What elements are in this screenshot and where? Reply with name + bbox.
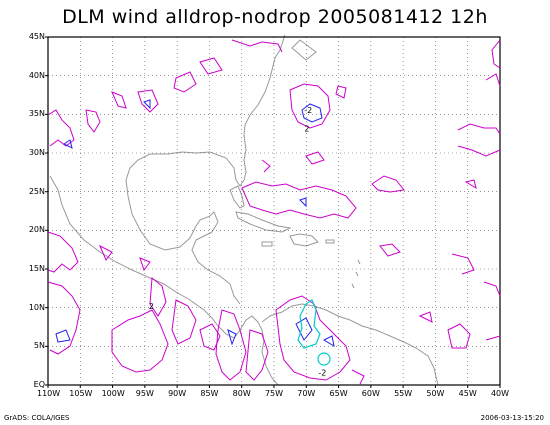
lon-label: 95W [135, 389, 154, 398]
coastline [49, 34, 439, 386]
lon-label: 75W [264, 389, 284, 398]
lon-label: 55W [394, 389, 413, 398]
jamaica [261, 241, 273, 247]
footer-right: 2006-03-13-15:20 [480, 414, 544, 422]
lon-label: 60W [361, 389, 380, 398]
lat-label: 40N [28, 70, 45, 80]
positive-contours [47, 39, 501, 385]
cuba [235, 211, 292, 233]
lat-label: 25N [28, 186, 45, 196]
graticule [48, 37, 500, 385]
lat-label: EQ [33, 380, 45, 389]
lat-label: 5N [33, 341, 45, 351]
map-title: DLM wind alldrop-nodrop 2005081412 12h [62, 6, 488, 28]
mexico-pacific-coast [49, 175, 219, 327]
lat-label: 10N [28, 302, 45, 312]
footer-left: GrADS: COLA/IGES [4, 414, 70, 422]
lon-label: 65W [329, 389, 348, 398]
axis-ticks [45, 36, 501, 388]
puerto-rico [325, 239, 335, 244]
strong-contours [297, 299, 331, 366]
contour-value-label: 2 [304, 124, 309, 133]
lon-label: 105W [69, 389, 93, 398]
lon-label: 50W [426, 389, 445, 398]
lon-label: 100W [101, 389, 125, 398]
contour-labels: -2 2 2 -2 [149, 106, 327, 378]
negative-contours [55, 99, 335, 348]
lat-label: 35N [28, 109, 45, 119]
us-east-coast [125, 34, 286, 305]
lon-label: 45W [458, 389, 477, 398]
nova-scotia [291, 39, 317, 61]
south-america-north-coast [261, 303, 439, 386]
lon-label: 90W [168, 389, 187, 398]
lesser-antilles [351, 259, 361, 289]
contour-value-label: -2 [318, 369, 326, 378]
lat-label: 15N [28, 264, 45, 273]
lon-label: 40W [490, 389, 510, 398]
hispaniola [289, 233, 319, 247]
lon-label: 80W [232, 389, 251, 398]
lon-label: 70W [297, 389, 316, 398]
lat-label: 45N [28, 32, 45, 41]
lat-label: 20N [28, 225, 45, 235]
lat-label: 30N [28, 148, 45, 157]
lon-label: 85W [200, 389, 219, 398]
florida [229, 185, 245, 209]
contour-value-label: 2 [149, 302, 154, 311]
contour-value-label: -2 [304, 106, 312, 115]
lon-label: 110W [37, 389, 61, 398]
